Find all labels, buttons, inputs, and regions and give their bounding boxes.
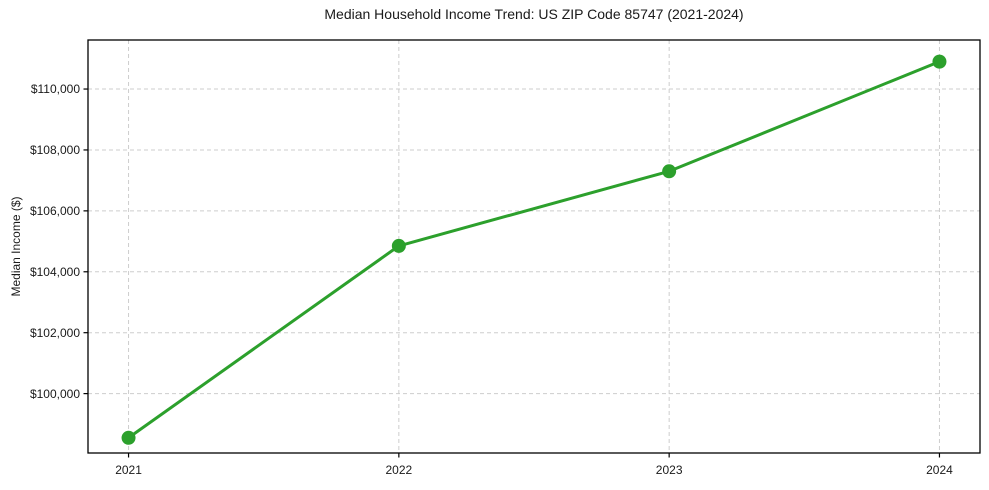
y-tick-label: $110,000 — [31, 82, 80, 96]
data-point-2024 — [932, 54, 947, 69]
y-tick-label: $100,000 — [30, 387, 80, 401]
y-tick-label: $108,000 — [30, 143, 80, 157]
trend-line — [127, 60, 941, 440]
data-point-2022 — [391, 238, 406, 253]
y-axis-label: Median Income ($) — [9, 196, 23, 296]
x-tick-label: 2021 — [115, 463, 142, 477]
x-tick-label: 2024 — [926, 463, 953, 477]
y-tick-label: $104,000 — [30, 265, 80, 279]
chart-title: Median Household Income Trend: US ZIP Co… — [324, 6, 744, 22]
data-point-2021 — [121, 430, 136, 445]
y-tick-label: $102,000 — [30, 326, 80, 340]
x-tick-label: 2023 — [656, 463, 683, 477]
plot-border — [87, 39, 981, 454]
x-tick-label: 2022 — [385, 463, 412, 477]
y-tick-label: $106,000 — [30, 204, 80, 218]
data-point-2023 — [662, 164, 677, 179]
plot-area-background — [88, 40, 980, 453]
